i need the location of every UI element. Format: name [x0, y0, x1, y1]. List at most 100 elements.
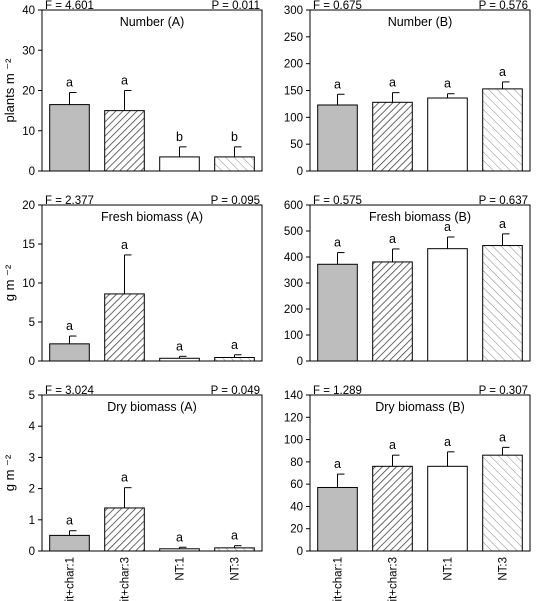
f-statistic: F = 1.289 — [313, 385, 362, 397]
chart-panel: 0 50 100 150 200 250 300 F = 0.675 P = 0.576 Numb… — [284, 0, 531, 178]
y-tick-label: 100 — [284, 330, 303, 342]
bar — [214, 547, 255, 552]
chart-panel: 0 1 2 3 4 5 g m ⁻² F = 3.024 P = 0.049 Dry biomas… — [2, 385, 263, 601]
significance-letter: a — [121, 74, 128, 88]
bar — [372, 261, 413, 362]
panel-title: Fresh biomass (A) — [101, 210, 203, 224]
plot-frame — [41, 394, 263, 552]
y-tick-label: 400 — [284, 252, 303, 264]
significance-letter: a — [231, 529, 238, 543]
f-statistic: F = 2.377 — [45, 195, 94, 207]
y-tick-label: 10 — [22, 126, 35, 138]
x-tick-label: Chit+char:3 — [120, 557, 132, 601]
significance-letter: a — [176, 530, 183, 544]
y-tick-label: 0 — [297, 546, 303, 558]
y-tick-label: 200 — [284, 59, 303, 71]
y-tick-label: 0 — [29, 356, 35, 368]
y-tick-label: 5 — [29, 390, 35, 402]
y-tick-label: 300 — [284, 5, 303, 17]
p-statistic: P = 0.011 — [212, 0, 261, 12]
y-axis-label: plants m ⁻² — [2, 58, 17, 123]
panel-title: Number (B) — [388, 15, 453, 29]
y-tick-label: 2 — [29, 484, 35, 496]
bar — [104, 293, 145, 362]
significance-letter: a — [176, 339, 183, 353]
f-statistic: F = 0.675 — [313, 0, 362, 12]
bar — [49, 343, 90, 362]
significance-letter: a — [499, 430, 506, 444]
y-tick-label: 10 — [22, 278, 35, 290]
significance-letter: a — [389, 438, 396, 452]
bar — [317, 104, 358, 172]
significance-letter: a — [444, 435, 451, 449]
p-statistic: P = 0.637 — [479, 195, 528, 207]
significance-letter: a — [334, 77, 341, 91]
significance-letter: a — [231, 338, 238, 352]
x-tick-label: NT:3 — [230, 557, 242, 581]
bar — [49, 534, 90, 552]
significance-letter: a — [66, 514, 73, 528]
y-axis-label: g m ⁻² — [2, 264, 17, 301]
f-statistic: F = 3.024 — [45, 385, 95, 397]
y-tick-label: 0 — [297, 356, 303, 368]
significance-letter: a — [334, 236, 341, 250]
y-tick-label: 5 — [29, 317, 35, 329]
x-tick-label: NT:1 — [443, 557, 455, 581]
significance-letter: a — [389, 232, 396, 246]
x-tick-label: Chit+char:1 — [65, 557, 77, 601]
plot-frame — [41, 204, 263, 362]
panel-title: Dry biomass (B) — [375, 400, 465, 414]
y-tick-label: 100 — [284, 112, 303, 124]
significance-letter: a — [66, 76, 73, 90]
y-tick-label: 120 — [284, 412, 303, 424]
significance-letter: a — [121, 471, 128, 485]
y-tick-label: 500 — [284, 226, 303, 238]
y-tick-label: 40 — [22, 5, 35, 17]
bar — [482, 88, 523, 172]
x-tick-label: Chit+char:1 — [333, 557, 345, 601]
significance-letter: a — [66, 319, 73, 333]
p-statistic: P = 0.576 — [479, 0, 528, 12]
y-tick-label: 0 — [29, 166, 35, 178]
chart-panel: 0 20 40 60 80 100 120 140 F = 1.289 P = 0.307 Dry … — [284, 385, 531, 601]
panel-title: Number (A) — [120, 15, 185, 29]
y-axis-label: g m ⁻² — [2, 454, 17, 491]
y-tick-label: 0 — [297, 166, 303, 178]
bar — [372, 101, 413, 172]
p-statistic: P = 0.049 — [211, 385, 260, 397]
y-tick-label: 20 — [290, 524, 303, 536]
bar — [159, 156, 200, 172]
bar — [214, 156, 255, 172]
chart-panel: 0 10 20 30 40 plants m ⁻² F = 4.601 P = 0.011 Nu… — [2, 0, 263, 178]
y-tick-label: 40 — [290, 501, 303, 513]
y-tick-label: 15 — [22, 239, 35, 251]
chart-panel: 0 100 200 300 400 500 600 F = 0.575 P = 0.637 Fre… — [284, 195, 531, 368]
y-tick-label: 30 — [22, 45, 35, 57]
y-tick-label: 20 — [22, 200, 35, 212]
bar — [317, 263, 358, 362]
y-tick-label: 1 — [29, 515, 35, 527]
chart-panel: 0 5 10 15 20 g m ⁻² F = 2.377 P = 0.095 Fresh bi… — [2, 195, 263, 368]
f-statistic: F = 0.575 — [313, 195, 362, 207]
y-tick-label: 80 — [290, 457, 303, 469]
bar — [49, 104, 90, 172]
p-statistic: P = 0.095 — [211, 195, 260, 207]
y-tick-label: 4 — [29, 421, 36, 433]
x-tick-label: NT:1 — [175, 557, 187, 581]
bar — [482, 245, 523, 362]
y-tick-label: 3 — [29, 452, 35, 464]
panel-title: Dry biomass (A) — [107, 400, 197, 414]
y-tick-label: 600 — [284, 200, 303, 212]
bar — [104, 110, 145, 172]
panel-title: Fresh biomass (B) — [369, 210, 471, 224]
bar — [159, 548, 200, 552]
bar — [104, 507, 145, 552]
y-tick-label: 60 — [290, 479, 303, 491]
significance-letter: b — [176, 130, 183, 144]
y-tick-label: 100 — [284, 435, 303, 447]
significance-letter: a — [389, 76, 396, 90]
significance-letter: b — [231, 130, 238, 144]
x-tick-label: NT:3 — [498, 557, 510, 581]
y-tick-label: 150 — [284, 86, 303, 98]
significance-letter: a — [499, 65, 506, 79]
